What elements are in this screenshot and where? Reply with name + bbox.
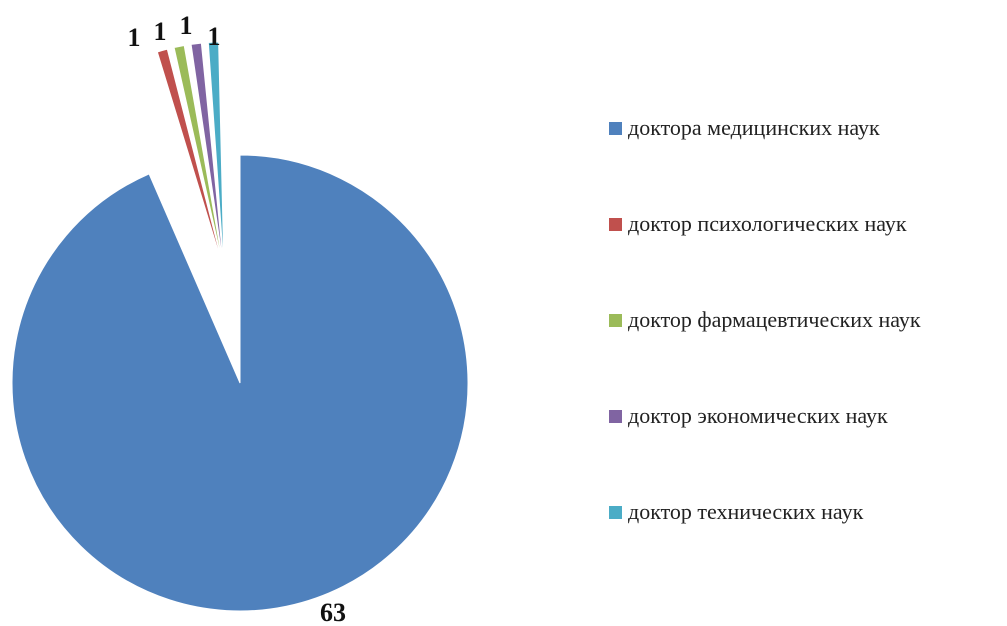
data-label-pharmaceutical: 1 xyxy=(154,17,167,46)
legend-swatch-medical xyxy=(609,122,622,135)
data-label-psychological: 1 xyxy=(128,23,141,52)
slice-medical xyxy=(11,154,469,612)
legend-label-medical: доктора медицинских наук xyxy=(628,115,880,140)
legend-swatch-psychological xyxy=(609,218,622,231)
slice-pharmaceutical xyxy=(173,44,225,271)
legend-swatch-technical xyxy=(609,506,622,519)
legend-label-technical: доктор технических наук xyxy=(628,499,864,524)
slice-psychological xyxy=(156,48,225,271)
legend-label-pharmaceutical: доктор фармацевтических наук xyxy=(628,307,921,332)
legend-label-psychological: доктор психологических наук xyxy=(628,211,907,236)
slice-technical xyxy=(207,41,225,271)
data-label-technical: 1 xyxy=(208,22,221,51)
legend-swatch-pharmaceutical xyxy=(609,314,622,327)
slice-economic xyxy=(190,42,225,271)
data-label-medical: 63 xyxy=(320,598,346,626)
data-label-economic: 1 xyxy=(180,11,193,40)
legend-label-economic: доктор экономических наук xyxy=(628,403,888,428)
legend-swatch-economic xyxy=(609,410,622,423)
